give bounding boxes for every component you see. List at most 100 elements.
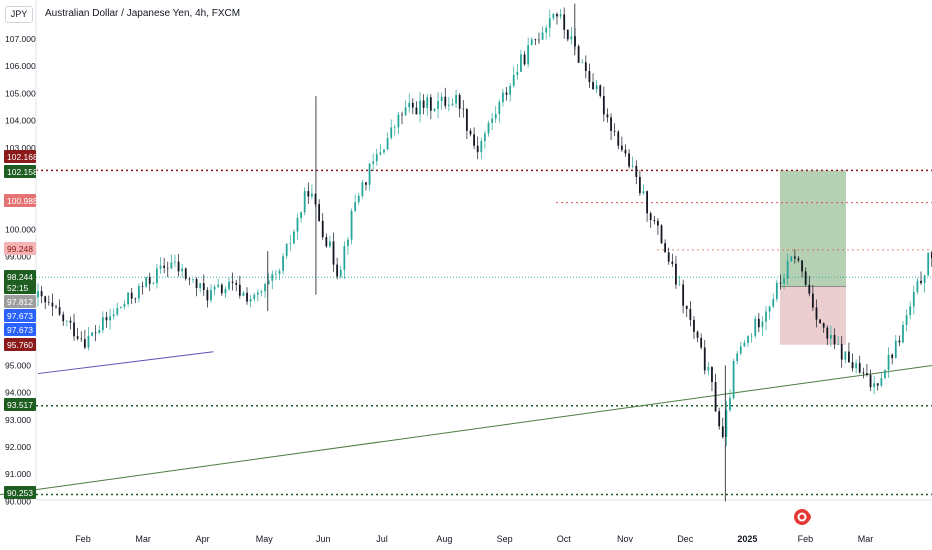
candle-body [638,176,641,194]
candle-body [801,260,803,272]
candle-body [159,265,162,269]
target-zone[interactable] [780,170,846,287]
candle-body [502,92,504,103]
candle-body [148,277,151,284]
price-label: 99.248 [7,244,33,254]
candle-body [213,286,216,290]
candle-body [188,278,191,280]
price-label: 102.158 [7,167,38,177]
candle-body [246,292,248,302]
candle-body [354,202,357,211]
candle-body [76,336,79,339]
candle-body [192,279,194,280]
candle-body [891,354,894,359]
candle-body [606,114,609,118]
x-tick-label: Oct [557,534,572,544]
candle-body [725,410,728,438]
candle-body [754,318,757,336]
y-tick-label: 95.000 [5,360,31,370]
candle-body [336,264,339,277]
candle-body [224,288,227,294]
candle-body [923,275,926,284]
candle-body [379,152,382,155]
price-label-bg [4,309,36,322]
candle-body [210,289,212,301]
candle-body [646,191,648,214]
trendline[interactable] [0,284,932,496]
candle-body [469,130,472,135]
candle-body [339,269,342,277]
candle-body [444,96,447,106]
candle-body [206,290,209,301]
price-label: 98.244 [7,272,33,282]
candle-body [134,298,137,300]
candle-body [873,383,876,388]
candle-body [314,193,317,205]
candle-body [274,273,277,275]
candle-body [177,261,180,272]
price-label-bg [4,281,36,294]
candle-body [112,314,115,317]
candle-body [300,212,302,219]
candle-body [527,45,530,65]
candle-body [429,97,432,111]
price-label-bg [4,150,36,163]
candle-body [837,344,840,345]
candle-body [862,372,865,374]
candle-body [44,296,47,303]
candle-body [253,294,256,300]
small-trendline[interactable] [37,351,214,375]
candle-body [292,231,295,244]
candle-body [303,191,306,213]
candle-body [707,367,710,371]
candle-body [858,363,861,373]
candle-body [170,262,173,269]
y-tick-label: 94.000 [5,388,31,398]
y-tick-label: 104.000 [5,116,36,126]
price-label: 97.812 [7,297,33,307]
candle-body [80,338,83,340]
candle-body [487,122,490,134]
candle-body [242,292,245,296]
y-tick-label: 107.000 [5,34,36,44]
y-tick-label: 93.000 [5,415,31,425]
candle-body [732,361,735,399]
candle-body [520,54,522,72]
candle-body [440,96,443,101]
candle-body [667,252,670,262]
x-tick-label: Mar [135,534,151,544]
candle-body [761,321,764,328]
candle-body [610,117,612,131]
candle-body [296,218,299,232]
price-label: 97.673 [7,311,33,321]
candle-body [195,279,198,289]
tradingview-logo-icon[interactable] [793,508,815,526]
candle-body [152,283,155,284]
candle-body [916,280,919,292]
candle-body [228,281,230,289]
candle-body [848,351,850,363]
price-label: 95.760 [7,340,33,350]
candle-body [898,340,901,343]
candle-body [617,131,620,146]
candle-body [930,252,932,259]
candle-body [793,256,796,259]
currency-badge[interactable]: JPY [5,6,33,23]
time-axis[interactable] [0,500,932,550]
candle-body [491,118,494,123]
candle-body [473,134,475,146]
candle-body [631,165,634,167]
candle-body [375,154,378,162]
candle-body [819,319,821,324]
candle-body [909,306,912,316]
price-label: 100.985 [7,196,38,206]
candle-body [768,306,771,312]
candle-body [559,14,562,17]
candle-body [220,284,223,294]
candle-body [433,108,436,111]
y-tick-label: 92.000 [5,442,31,452]
candle-body [73,322,75,337]
candle-body [105,317,108,321]
candle-body [509,85,512,95]
